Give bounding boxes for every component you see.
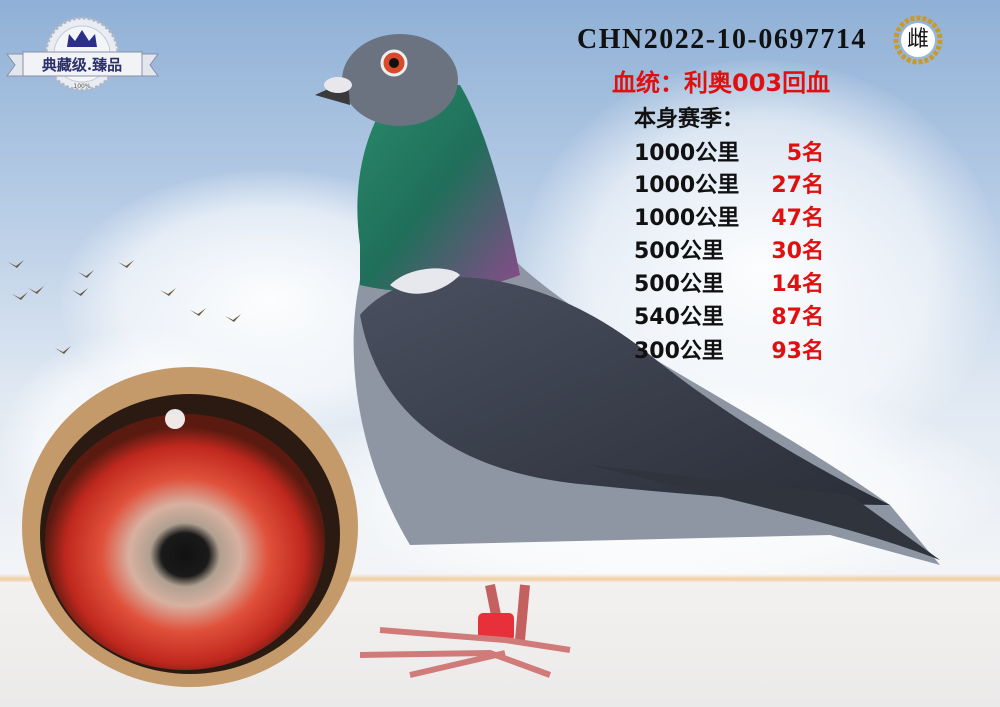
bloodline: 血统：利奥003回血 — [612, 69, 831, 97]
result-distance: 1000公里 — [634, 141, 740, 166]
flying-birds — [8, 260, 241, 354]
svg-text:典藏级.臻品: 典藏级.臻品 — [42, 56, 122, 74]
result-rank: 93名 — [771, 339, 824, 364]
result-rank: 5名 — [786, 141, 824, 166]
result-row: 540公里 87名 — [634, 304, 824, 331]
result-distance: 1000公里 — [634, 173, 740, 198]
pigeon-photo — [315, 34, 940, 678]
result-distance: 300公里 — [634, 339, 724, 364]
ring-number: CHN2022-10-0697714 — [577, 24, 867, 55]
season-title: 本身赛季： — [634, 107, 745, 132]
result-row: 300公里 93名 — [634, 338, 824, 365]
result-rank: 87名 — [771, 305, 824, 330]
result-distance: 540公里 — [634, 305, 724, 330]
result-rank: 30名 — [771, 239, 824, 264]
result-row: 500公里 30名 — [634, 238, 824, 265]
laurel-wreath-icon — [893, 15, 943, 65]
result-row: 1000公里 47名 — [634, 205, 824, 232]
pigeon-eye-closeup — [22, 367, 358, 687]
result-distance: 500公里 — [634, 239, 724, 264]
result-rank: 47名 — [771, 206, 824, 231]
result-row: 1000公里 27名 — [634, 172, 824, 199]
result-distance: 1000公里 — [634, 206, 740, 231]
sex-label: 雌 — [906, 27, 929, 52]
brand-logo: 典藏级.臻品 100% — [6, 16, 159, 92]
result-distance: 500公里 — [634, 272, 724, 297]
result-rank: 14名 — [771, 272, 824, 297]
svg-text:100%: 100% — [73, 83, 90, 90]
result-rank: 27名 — [771, 173, 824, 198]
sex-badge: 雌 — [892, 14, 944, 66]
horizon-line — [0, 574, 1000, 584]
result-row: 1000公里 5名 — [634, 140, 824, 167]
result-row: 500公里 14名 — [634, 271, 824, 298]
